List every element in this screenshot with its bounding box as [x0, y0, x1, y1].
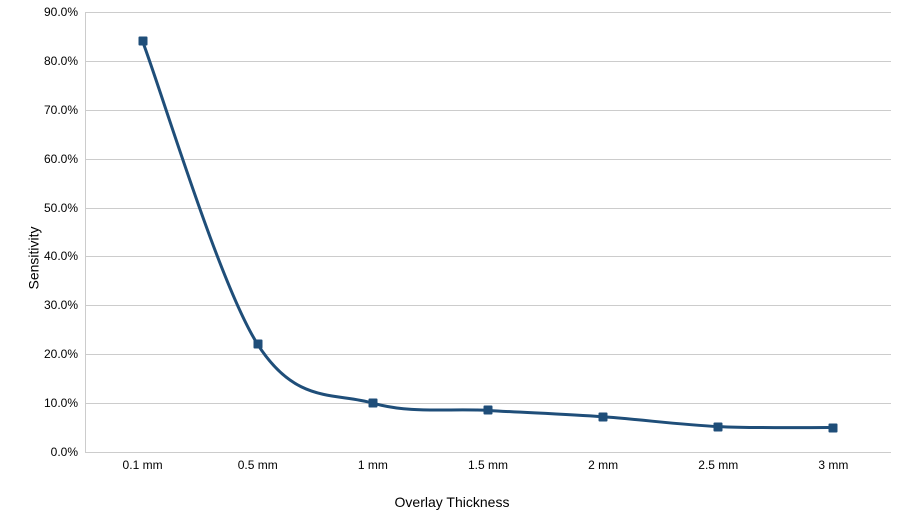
- data-point-marker: [714, 422, 723, 431]
- y-tick-label: 90.0%: [44, 5, 78, 19]
- x-axis-title: Overlay Thickness: [395, 494, 510, 510]
- x-tick-label: 0.5 mm: [238, 458, 278, 472]
- plot-area: [85, 12, 891, 452]
- y-tick-label: 0.0%: [51, 445, 78, 459]
- chart-container: Sensitivity Overlay Thickness 0.0% 10.0% 2…: [0, 0, 904, 516]
- x-tick-label: 3 mm: [818, 458, 848, 472]
- data-point-marker: [253, 340, 262, 349]
- data-point-marker: [829, 423, 838, 432]
- data-point-marker: [599, 412, 608, 421]
- y-tick-label: 70.0%: [44, 103, 78, 117]
- series-line: [85, 12, 891, 452]
- data-point-marker: [138, 37, 147, 46]
- y-tick-label: 40.0%: [44, 249, 78, 263]
- x-tick-label: 2.5 mm: [698, 458, 738, 472]
- x-tick-label: 1 mm: [358, 458, 388, 472]
- y-tick-label: 30.0%: [44, 298, 78, 312]
- y-tick-label: 80.0%: [44, 54, 78, 68]
- x-tick-label: 1.5 mm: [468, 458, 508, 472]
- data-point-marker: [368, 399, 377, 408]
- x-tick-label: 0.1 mm: [123, 458, 163, 472]
- x-tick-label: 2 mm: [588, 458, 618, 472]
- line-path: [143, 41, 834, 427]
- data-point-marker: [484, 406, 493, 415]
- y-tick-label: 20.0%: [44, 347, 78, 361]
- y-axis-title: Sensitivity: [26, 226, 42, 289]
- gridline-h: [85, 452, 891, 453]
- y-tick-label: 10.0%: [44, 396, 78, 410]
- y-tick-label: 60.0%: [44, 152, 78, 166]
- y-tick-label: 50.0%: [44, 201, 78, 215]
